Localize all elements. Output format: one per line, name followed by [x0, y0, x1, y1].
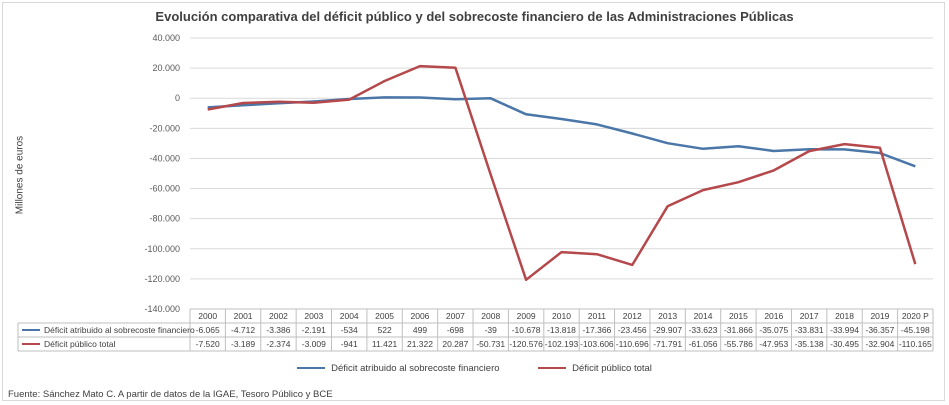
table-value-deficit-publico-total: 11.421	[372, 339, 398, 349]
source-note: Fuente: Sánchez Mato C. A partir de dato…	[8, 389, 333, 400]
y-tick-label: 20.000	[152, 63, 180, 73]
table-value-deficit-publico-total: -47.953	[759, 339, 788, 349]
table-value-deficit-atribuido-al-sobrecoste-financiero: -39	[485, 325, 498, 335]
y-tick-label: -20.000	[149, 123, 180, 133]
table-value-deficit-publico-total: -941	[341, 339, 358, 349]
table-value-deficit-atribuido-al-sobrecoste-financiero: -3.386	[266, 325, 290, 335]
table-value-deficit-publico-total: -61.056	[689, 339, 718, 349]
table-value-deficit-publico-total: -2.374	[266, 339, 290, 349]
table-value-deficit-atribuido-al-sobrecoste-financiero: -33.623	[689, 325, 718, 335]
table-value-deficit-atribuido-al-sobrecoste-financiero: -23.456	[618, 325, 647, 335]
table-value-deficit-atribuido-al-sobrecoste-financiero: -698	[447, 325, 464, 335]
x-category-label: 2017	[800, 311, 819, 321]
y-tick-label: 40.000	[152, 33, 180, 43]
x-category-label: 2001	[234, 311, 253, 321]
table-value-deficit-atribuido-al-sobrecoste-financiero: 499	[413, 325, 427, 335]
x-category-label: 2019	[870, 311, 889, 321]
x-category-label: 2012	[623, 311, 642, 321]
table-value-deficit-publico-total: -3.189	[231, 339, 255, 349]
x-category-label: 2007	[446, 311, 465, 321]
table-value-deficit-publico-total: -7.520	[196, 339, 220, 349]
table-series-name-deficit-atribuido-al-sobrecoste-financiero: Déficit atribuido al sobrecoste financie…	[44, 325, 195, 335]
table-value-deficit-atribuido-al-sobrecoste-financiero: -45.198	[901, 325, 930, 335]
x-category-label: 2015	[729, 311, 748, 321]
chart-frame	[2, 2, 945, 401]
y-tick-label: -40.000	[149, 153, 180, 163]
y-tick-label: 0	[175, 93, 180, 103]
data-table: 2000 2001 2002 2003 2004 2005 2006 2007 2008 2009…	[17, 308, 934, 352]
y-tick-label: -80.000	[149, 214, 180, 224]
x-category-label: 2000	[198, 311, 217, 321]
table-value-deficit-publico-total: -110.165	[899, 339, 932, 349]
gridlines	[190, 37, 933, 310]
x-category-label: 2016	[764, 311, 783, 321]
table-value-deficit-publico-total: -103.606	[580, 339, 614, 349]
legend-label-total: Déficit público total	[572, 363, 652, 374]
table-value-deficit-publico-total: -30.495	[830, 339, 859, 349]
table-value-deficit-publico-total: -55.786	[724, 339, 753, 349]
series-lines	[207, 64, 917, 282]
table-value-deficit-atribuido-al-sobrecoste-financiero: -36.357	[866, 325, 895, 335]
table-value-deficit-publico-total: -35.138	[795, 339, 824, 349]
y-tick-label: -120.000	[144, 274, 180, 284]
x-category-label: 2020 P	[902, 311, 929, 321]
table-value-deficit-atribuido-al-sobrecoste-financiero: -10.678	[512, 325, 541, 335]
series-line-deficit-atribuido-al-sobrecoste-financiero	[207, 96, 916, 168]
table-value-deficit-atribuido-al-sobrecoste-financiero: -33.994	[830, 325, 859, 335]
legend: Déficit atribuido al sobrecoste financie…	[0, 363, 949, 374]
x-category-label: 2014	[694, 311, 713, 321]
table-value-deficit-publico-total: -102.193	[545, 339, 579, 349]
x-category-label: 2013	[658, 311, 677, 321]
table-value-deficit-publico-total: 21.322	[407, 339, 433, 349]
chart-title: Evolución comparativa del déficit públic…	[155, 9, 794, 24]
x-category-label: 2008	[481, 311, 500, 321]
table-series-name-deficit-publico-total: Déficit público total	[44, 339, 115, 349]
x-category-label: 2009	[517, 311, 536, 321]
x-category-label: 2011	[588, 311, 607, 321]
table-value-deficit-atribuido-al-sobrecoste-financiero: -13.818	[547, 325, 576, 335]
legend-swatch-total	[538, 367, 567, 370]
legend-swatch-sobrecoste	[297, 367, 326, 370]
y-tick-label: -100.000	[144, 244, 180, 254]
table-value-deficit-atribuido-al-sobrecoste-financiero: -31.866	[724, 325, 753, 335]
table-value-deficit-publico-total: -110.696	[616, 339, 649, 349]
x-category-label: 2002	[269, 311, 288, 321]
x-category-label: 2018	[835, 311, 854, 321]
table-value-deficit-atribuido-al-sobrecoste-financiero: -33.831	[795, 325, 824, 335]
y-tick-labels: 40.000 20.000 0 -20.000 -40.000 -60.000 -80.00…	[144, 33, 180, 314]
y-tick-label: -60.000	[149, 184, 180, 194]
table-value-deficit-atribuido-al-sobrecoste-financiero: -4.712	[231, 325, 255, 335]
table-value-deficit-publico-total: -120.576	[509, 339, 543, 349]
table-value-deficit-publico-total: -3.009	[302, 339, 326, 349]
table-value-deficit-atribuido-al-sobrecoste-financiero: 522	[378, 325, 392, 335]
x-category-label: 2003	[304, 311, 323, 321]
legend-label-sobrecoste: Déficit atribuido al sobrecoste financie…	[331, 363, 500, 374]
table-value-deficit-publico-total: 20.287	[442, 339, 468, 349]
table-value-deficit-publico-total: -71.791	[653, 339, 682, 349]
legend-item-total: Déficit público total	[538, 363, 652, 374]
table-value-deficit-atribuido-al-sobrecoste-financiero: -29.907	[653, 325, 682, 335]
y-tick-label: -140.000	[144, 304, 180, 314]
table-value-deficit-atribuido-al-sobrecoste-financiero: -35.075	[759, 325, 788, 335]
table-value-deficit-publico-total: -32.904	[866, 339, 895, 349]
table-value-deficit-atribuido-al-sobrecoste-financiero: -534	[341, 325, 358, 335]
table-value-deficit-atribuido-al-sobrecoste-financiero: -6.065	[196, 325, 220, 335]
x-category-label: 2005	[375, 311, 394, 321]
x-category-label: 2004	[340, 311, 359, 321]
x-category-label: 2006	[411, 311, 430, 321]
table-value-deficit-publico-total: -50.731	[476, 339, 505, 349]
x-category-label: 2010	[552, 311, 571, 321]
table-value-deficit-atribuido-al-sobrecoste-financiero: -2.191	[302, 325, 326, 335]
legend-item-sobrecoste: Déficit atribuido al sobrecoste financie…	[297, 363, 500, 374]
table-value-deficit-atribuido-al-sobrecoste-financiero: -17.366	[582, 325, 611, 335]
series-line-deficit-publico-total	[207, 64, 917, 282]
